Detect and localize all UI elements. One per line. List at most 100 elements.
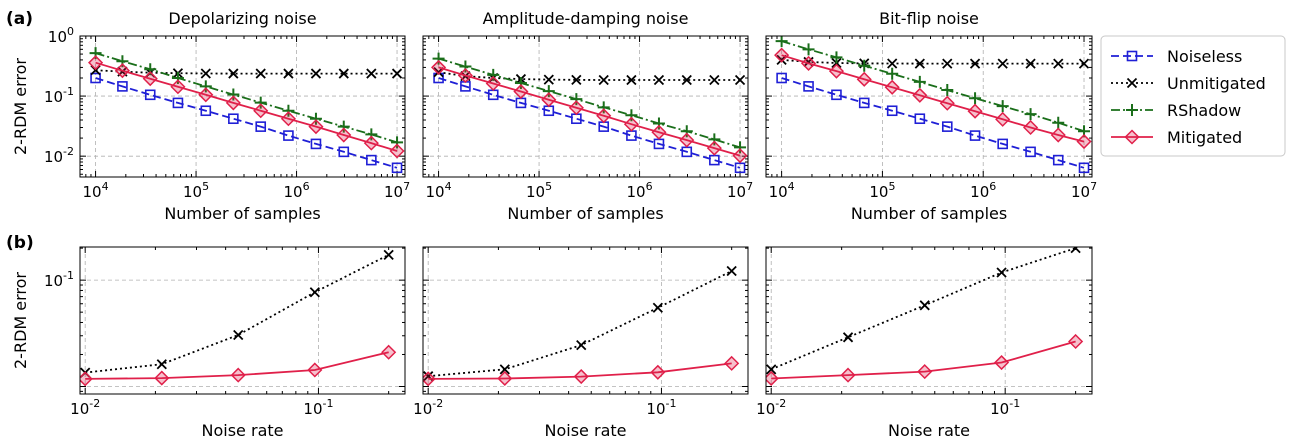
marker-mitigated-2 bbox=[142, 71, 158, 87]
legend-entry-rshadow: RShadow bbox=[1111, 101, 1241, 120]
marker-unmitigated-legend bbox=[1126, 77, 1138, 89]
marker-mitigated-2 bbox=[230, 367, 246, 383]
marker-unmitigated-10 bbox=[1053, 58, 1064, 69]
legend-label: Unmitigated bbox=[1167, 74, 1266, 93]
series-line-rshadow bbox=[438, 57, 741, 149]
axes-frame bbox=[79, 246, 406, 395]
series-group bbox=[88, 47, 405, 174]
x-axis-label: Noise rate bbox=[545, 421, 627, 440]
series-line-rshadow bbox=[95, 52, 398, 144]
legend-label: RShadow bbox=[1167, 101, 1241, 120]
subplot-title: Amplitude-damping noise bbox=[483, 9, 689, 28]
y-tick-label: 10-1 bbox=[44, 269, 74, 290]
marker-unmitigated-10 bbox=[366, 68, 377, 79]
marker-rshadow-9 bbox=[680, 125, 693, 138]
marker-rshadow-9 bbox=[337, 120, 350, 133]
series-line-noiseless bbox=[438, 77, 741, 169]
marker-noiseless-2 bbox=[144, 89, 156, 101]
subplot-6: 10-2 10-1 Noise rate bbox=[756, 246, 1093, 440]
marker-unmitigated-5 bbox=[228, 68, 239, 79]
series-line-noiseless bbox=[781, 77, 1085, 169]
marker-mitigated-11 bbox=[732, 148, 748, 164]
panel-label-b: (b) bbox=[6, 233, 34, 253]
series-line-mitigated bbox=[781, 54, 1085, 143]
marker-mitigated-0 bbox=[766, 370, 779, 387]
marker-unmitigated-1 bbox=[842, 332, 854, 343]
marker-rshadow-6 bbox=[254, 96, 267, 109]
marker-rshadow-6 bbox=[941, 84, 954, 97]
marker-rshadow-1 bbox=[802, 43, 815, 56]
marker-rshadow-4 bbox=[886, 67, 899, 80]
marker-noiseless-5 bbox=[228, 113, 239, 125]
x-tick-label: 106 bbox=[627, 180, 653, 201]
marker-rshadow-10 bbox=[1052, 116, 1065, 129]
marker-mitigated-4 bbox=[1068, 333, 1084, 350]
marker-unmitigated-4 bbox=[726, 265, 737, 277]
legend-label: Mitigated bbox=[1167, 128, 1242, 147]
marker-unmitigated-7 bbox=[969, 58, 981, 69]
y-tick-label: 100 bbox=[48, 25, 74, 46]
marker-noiseless-7 bbox=[283, 130, 294, 141]
marker-rshadow-0 bbox=[775, 36, 788, 48]
marker-noiseless-3 bbox=[858, 97, 870, 109]
marker-noiseless-1 bbox=[803, 81, 814, 92]
x-tick-label: 104 bbox=[426, 180, 452, 201]
marker-noiseless-2 bbox=[831, 89, 842, 101]
marker-rshadow-6 bbox=[597, 101, 610, 114]
marker-mitigated-3 bbox=[994, 354, 1010, 371]
marker-noiseless-4 bbox=[200, 105, 212, 117]
marker-rshadow-9 bbox=[1024, 108, 1037, 121]
series-line-unmitigated bbox=[781, 59, 1084, 65]
marker-mitigated-9 bbox=[336, 127, 352, 143]
marker-mitigated-0 bbox=[88, 55, 104, 71]
marker-noiseless-0 bbox=[90, 72, 101, 84]
x-tick-label: 106 bbox=[284, 180, 310, 201]
marker-unmitigated-11 bbox=[734, 74, 746, 86]
marker-mitigated-2 bbox=[917, 364, 933, 380]
marker-noiseless-legend bbox=[1126, 50, 1138, 62]
marker-rshadow-11 bbox=[391, 136, 404, 149]
x-tick-label: 105 bbox=[183, 180, 209, 201]
series-line-unmitigated bbox=[95, 69, 397, 75]
series-group bbox=[774, 36, 1092, 174]
x-axis-label: Number of samples bbox=[851, 204, 1007, 223]
marker-rshadow-10 bbox=[365, 128, 378, 141]
marker-mitigated-6 bbox=[596, 108, 612, 124]
marker-noiseless-8 bbox=[310, 138, 322, 150]
marker-unmitigated-8 bbox=[997, 58, 1008, 69]
marker-noiseless-11 bbox=[391, 162, 403, 174]
subplot-2: 104 105 106 107 Amplitude-damping noise Numbe… bbox=[422, 9, 753, 223]
marker-rshadow-0 bbox=[432, 52, 445, 65]
marker-rshadow-7 bbox=[282, 104, 295, 117]
y-axis-label: 2-RDM error bbox=[11, 272, 30, 369]
marker-mitigated-3 bbox=[307, 362, 323, 378]
marker-rshadow-2 bbox=[830, 51, 843, 64]
legend-label: Noiseless bbox=[1167, 47, 1242, 66]
panel-label-a: (a) bbox=[6, 9, 33, 29]
marker-noiseless-6 bbox=[941, 121, 953, 132]
x-axis-label: Noise rate bbox=[202, 421, 284, 440]
marker-mitigated-1 bbox=[154, 370, 170, 386]
marker-rshadow-5 bbox=[570, 93, 583, 106]
series-line-noiseless bbox=[95, 77, 398, 169]
marker-rshadow-3 bbox=[171, 71, 184, 84]
marker-noiseless-10 bbox=[1052, 154, 1064, 166]
subplot-title: Depolarizing noise bbox=[168, 9, 316, 28]
x-tick-label: 10-1 bbox=[646, 397, 676, 418]
series-line-unmitigated bbox=[85, 253, 390, 374]
x-axis-label: Number of samples bbox=[164, 204, 320, 223]
subplot-4: 10-2 10-1 10-1 Noise rate 2-RDM error bbox=[11, 246, 406, 440]
marker-mitigated-11 bbox=[389, 143, 405, 159]
marker-noiseless-10 bbox=[709, 154, 720, 166]
legend-entry-noiseless: Noiseless bbox=[1111, 47, 1242, 66]
marker-rshadow-11 bbox=[734, 141, 747, 154]
series-line-mitigated bbox=[85, 351, 389, 380]
marker-unmitigated-4 bbox=[383, 249, 394, 260]
marker-mitigated-8 bbox=[995, 111, 1011, 127]
marker-noiseless-6 bbox=[255, 121, 267, 132]
marker-unmitigated-1 bbox=[156, 359, 167, 370]
marker-mitigated-8 bbox=[308, 119, 324, 135]
x-tick-label: 107 bbox=[384, 180, 410, 201]
marker-unmitigated-4 bbox=[200, 68, 211, 79]
